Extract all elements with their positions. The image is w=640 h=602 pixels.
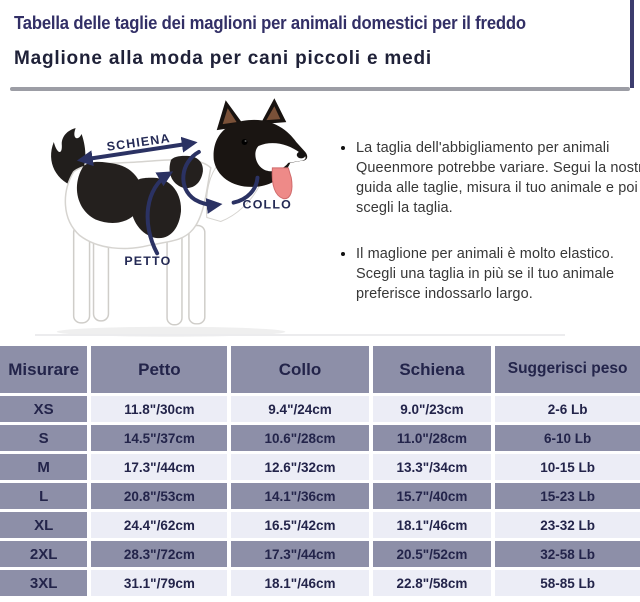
value-cell: 31.1"/79cm (91, 570, 228, 596)
header-misurare: Misurare (0, 346, 88, 393)
back-measure-arrow (76, 136, 198, 167)
value-cell: 11.0"/28cm (372, 425, 492, 451)
value-cell: 28.3"/72cm (91, 541, 228, 567)
value-cell: 32-58 Lb (495, 541, 640, 567)
table-row: L 20.8"/53cm 14.1"/36cm 15.7"/40cm 15-23… (0, 483, 640, 509)
table-row: 3XL 31.1"/79cm 18.1"/46cm 22.8"/58cm 58-… (0, 570, 640, 596)
value-cell: 22.8"/58cm (372, 570, 492, 596)
value-cell: 20.8"/53cm (91, 483, 228, 509)
value-cell: 18.1"/46cm (372, 512, 492, 538)
value-cell: 17.3"/44cm (91, 454, 228, 480)
chest-label: PETTO (124, 254, 171, 268)
chest-measure-arc (145, 171, 174, 256)
neck-label: COLLO (243, 198, 292, 212)
value-cell: 17.3"/44cm (231, 541, 369, 567)
value-cell: 58-85 Lb (495, 570, 640, 596)
note-item: La taglia dell'abbigliamento per animali… (356, 138, 640, 218)
table-row: 2XL 28.3"/72cm 17.3"/44cm 20.5"/52cm 32-… (0, 541, 640, 567)
value-cell: 12.6"/32cm (231, 454, 369, 480)
size-table: Misurare Petto Collo Schiena Suggerisci … (0, 343, 640, 599)
table-header-row: Misurare Petto Collo Schiena Suggerisci … (0, 346, 640, 393)
neck-measure-arc-right (231, 175, 260, 205)
size-cell: L (0, 483, 88, 509)
value-cell: 20.5"/52cm (372, 541, 492, 567)
size-cell: M (0, 454, 88, 480)
table-row: XL 24.4"/62cm 16.5"/42cm 18.1"/46cm 23-3… (0, 512, 640, 538)
header-schiena: Schiena (372, 346, 492, 393)
table-row: S 14.5"/37cm 10.6"/28cm 11.0"/28cm 6-10 … (0, 425, 640, 451)
size-cell: S (0, 425, 88, 451)
value-cell: 23-32 Lb (495, 512, 640, 538)
note-item: Il maglione per animali è molto elastico… (356, 244, 640, 304)
value-cell: 14.1"/36cm (231, 483, 369, 509)
dog-measurement-diagram: SCHIENA COLLO PETTO (22, 96, 330, 340)
page-title: Tabella delle taglie dei maglioni per an… (14, 12, 526, 33)
dog-illustration: SCHIENA COLLO PETTO (51, 98, 308, 337)
header-divider (10, 87, 630, 91)
value-cell: 15-23 Lb (495, 483, 640, 509)
value-cell: 18.1"/46cm (231, 570, 369, 596)
size-cell: 2XL (0, 541, 88, 567)
value-cell: 2-6 Lb (495, 396, 640, 422)
header-suggerisci-peso: Suggerisci peso (495, 346, 640, 393)
header-collo: Collo (231, 346, 369, 393)
page-subtitle: Maglione alla moda per cani piccoli e me… (14, 48, 432, 69)
size-cell: XS (0, 396, 88, 422)
value-cell: 9.0"/23cm (372, 396, 492, 422)
value-cell: 11.8"/30cm (91, 396, 228, 422)
neck-measure-arc (181, 149, 223, 214)
value-cell: 10.6"/28cm (231, 425, 369, 451)
size-cell: 3XL (0, 570, 88, 596)
value-cell: 14.5"/37cm (91, 425, 228, 451)
section-divider (35, 334, 565, 336)
value-cell: 15.7"/40cm (372, 483, 492, 509)
size-cell: XL (0, 512, 88, 538)
value-cell: 6-10 Lb (495, 425, 640, 451)
value-cell: 13.3"/34cm (372, 454, 492, 480)
value-cell: 10-15 Lb (495, 454, 640, 480)
value-cell: 24.4"/62cm (91, 512, 228, 538)
header-petto: Petto (91, 346, 228, 393)
value-cell: 9.4"/24cm (231, 396, 369, 422)
table-row: M 17.3"/44cm 12.6"/32cm 13.3"/34cm 10-15… (0, 454, 640, 480)
table-row: XS 11.8"/30cm 9.4"/24cm 9.0"/23cm 2-6 Lb (0, 396, 640, 422)
sizing-notes: La taglia dell'abbigliamento per animali… (338, 138, 640, 330)
value-cell: 16.5"/42cm (231, 512, 369, 538)
header-right-rule (630, 0, 634, 88)
